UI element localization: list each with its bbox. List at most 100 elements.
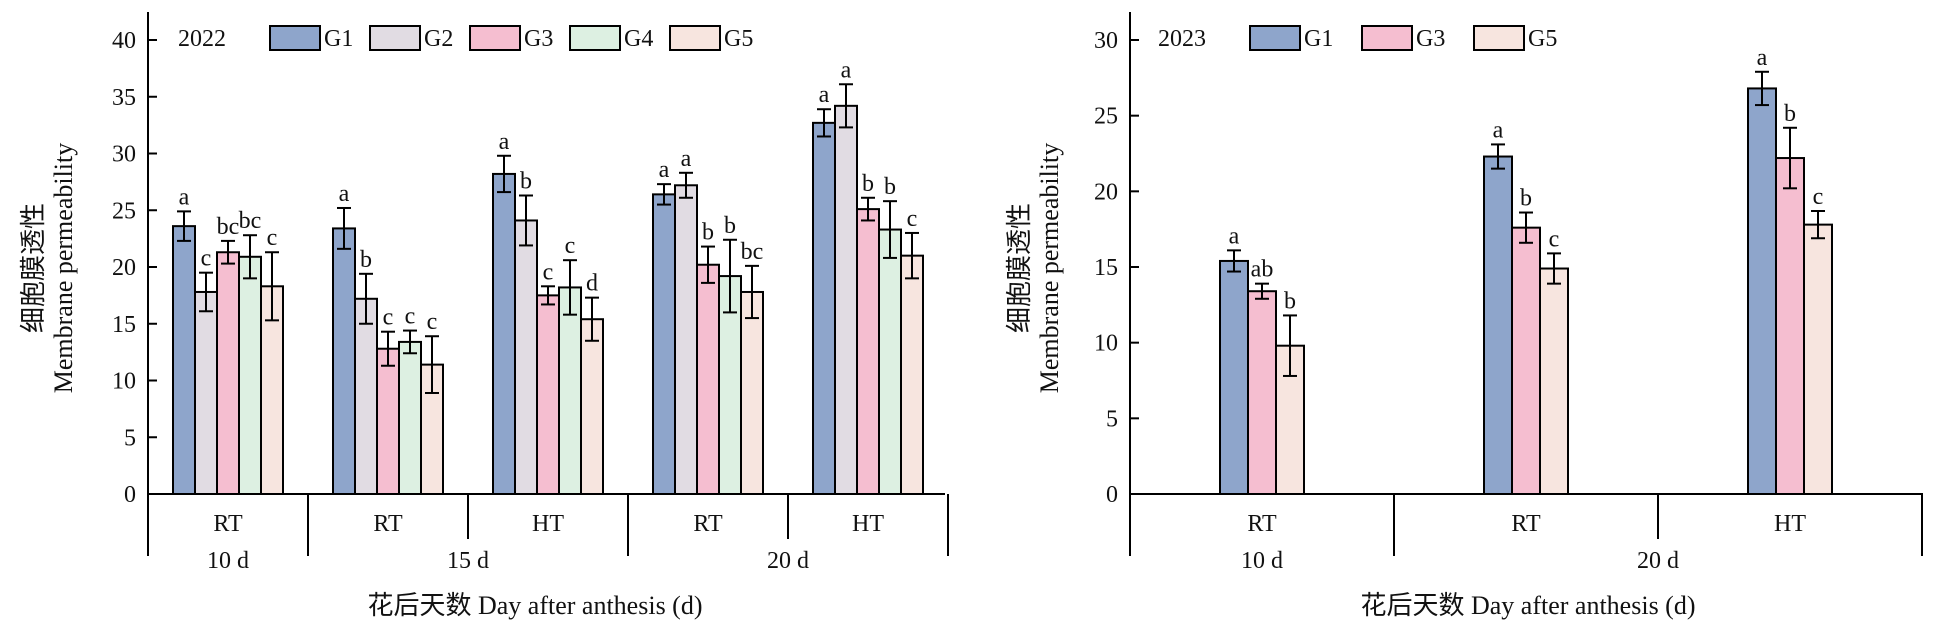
bar-g4: [398, 340, 422, 495]
day-label: 10 d: [1241, 548, 1283, 574]
significance-label: a: [1229, 223, 1240, 249]
panel-2022: 0 5 10 15 20 25 30 35 40 细胞膜透性 Membrane permeabili…: [19, 12, 949, 620]
x-tick-label: RT: [213, 511, 243, 537]
significance-label: a: [681, 146, 692, 172]
y-tick-label: 15: [112, 312, 136, 338]
bar-g4: [238, 255, 262, 495]
day-label: 10 d: [207, 548, 249, 574]
y-tick-label: 40: [112, 28, 136, 54]
x-tick-label: RT: [693, 511, 723, 537]
bar-g4: [878, 228, 902, 495]
significance-label: ab: [1251, 257, 1274, 283]
significance-label: a: [499, 129, 510, 155]
significance-label: b: [1784, 101, 1796, 127]
significance-label: b: [862, 171, 874, 197]
legend-swatch-g5: [1473, 25, 1525, 51]
y-tick-label: 5: [124, 425, 136, 451]
significance-label: c: [543, 259, 554, 285]
bar-g3: [856, 208, 880, 496]
y-tick-label: 10: [1094, 331, 1118, 357]
significance-label: b: [360, 247, 372, 273]
bar-g3: [696, 263, 720, 496]
legend-swatch-g2: [369, 25, 421, 51]
significance-label: b: [884, 174, 896, 200]
bar-g1: [812, 121, 836, 495]
bar-g2: [834, 104, 858, 496]
significance-label: bc: [217, 214, 240, 240]
bar-g5: [1539, 267, 1569, 495]
x-tick-label: RT: [373, 511, 403, 537]
significance-label: c: [427, 309, 438, 335]
y-tick-label: 30: [112, 142, 136, 168]
significance-label: a: [1757, 45, 1768, 71]
x-tick-label: RT: [1511, 511, 1541, 537]
significance-label: bc: [239, 208, 262, 234]
legend-label: G5: [1528, 26, 1557, 52]
y-tick-label: 25: [1094, 104, 1118, 130]
y-tick-label: 0: [124, 482, 136, 508]
significance-label: c: [267, 225, 278, 251]
bar-g1: [1219, 259, 1249, 495]
significance-label: b: [724, 213, 736, 239]
bar-g1: [1483, 155, 1513, 495]
year-label: 2022: [178, 26, 226, 52]
x-tick-label: HT: [532, 511, 564, 537]
y-tick-label: 15: [1094, 255, 1118, 281]
y-axis-label-zh: 细胞膜透性: [1005, 203, 1034, 333]
legend-swatch-g1: [269, 25, 321, 51]
x-axis-label: 花后天数 Day after anthesis (d): [1360, 591, 1695, 620]
bar-g4: [558, 286, 582, 495]
significance-label: c: [1549, 226, 1560, 252]
legend-swatch-g4: [569, 25, 621, 51]
significance-label: a: [179, 184, 190, 210]
legend-swatch-g5: [669, 25, 721, 51]
legend-label: G1: [1304, 26, 1333, 52]
significance-label: a: [819, 82, 830, 108]
x-tick-label: RT: [1247, 511, 1277, 537]
bar-g3: [376, 347, 400, 495]
legend-label: G2: [424, 26, 453, 52]
bar-g3: [536, 294, 560, 495]
y-tick-label: 20: [112, 255, 136, 281]
significance-label: b: [702, 220, 714, 246]
x-tick-label: HT: [1774, 511, 1806, 537]
bar-g3: [1247, 290, 1277, 496]
bar-g3: [1775, 157, 1805, 495]
bar-g3: [216, 251, 240, 495]
significance-label: c: [405, 304, 416, 330]
legend-label: G4: [624, 26, 653, 52]
significance-label: a: [1493, 117, 1504, 143]
significance-label: a: [841, 57, 852, 83]
significance-label: b: [1520, 186, 1532, 212]
y-tick-label: 25: [112, 198, 136, 224]
bar-g1: [492, 172, 516, 495]
bar-g5: [580, 318, 604, 495]
bar-g2: [194, 290, 218, 495]
y-tick-label: 10: [112, 369, 136, 395]
significance-label: a: [339, 181, 350, 207]
significance-label: b: [520, 168, 532, 194]
significance-label: a: [659, 157, 670, 183]
y-axis-label-zh: 细胞膜透性: [19, 203, 48, 333]
day-label: 15 d: [447, 548, 489, 574]
bar-g5: [900, 254, 924, 495]
bar-g2: [674, 184, 698, 495]
y-axis-label-en: Membrane permeability: [1035, 143, 1064, 394]
significance-label: c: [1813, 184, 1824, 210]
bar-g1: [1747, 87, 1777, 495]
bar-g1: [172, 225, 196, 495]
significance-label: d: [586, 271, 598, 297]
bar-g5: [1803, 223, 1833, 495]
significance-label: c: [201, 246, 212, 272]
bar-g1: [652, 193, 676, 496]
significance-label: c: [565, 233, 576, 259]
significance-label: bc: [741, 239, 764, 265]
legend-label: G3: [1416, 26, 1445, 52]
y-tick-label: 20: [1094, 179, 1118, 205]
legend-label: G3: [524, 26, 553, 52]
legend-swatch-g3: [469, 25, 521, 51]
legend-swatch-g3: [1361, 25, 1413, 51]
